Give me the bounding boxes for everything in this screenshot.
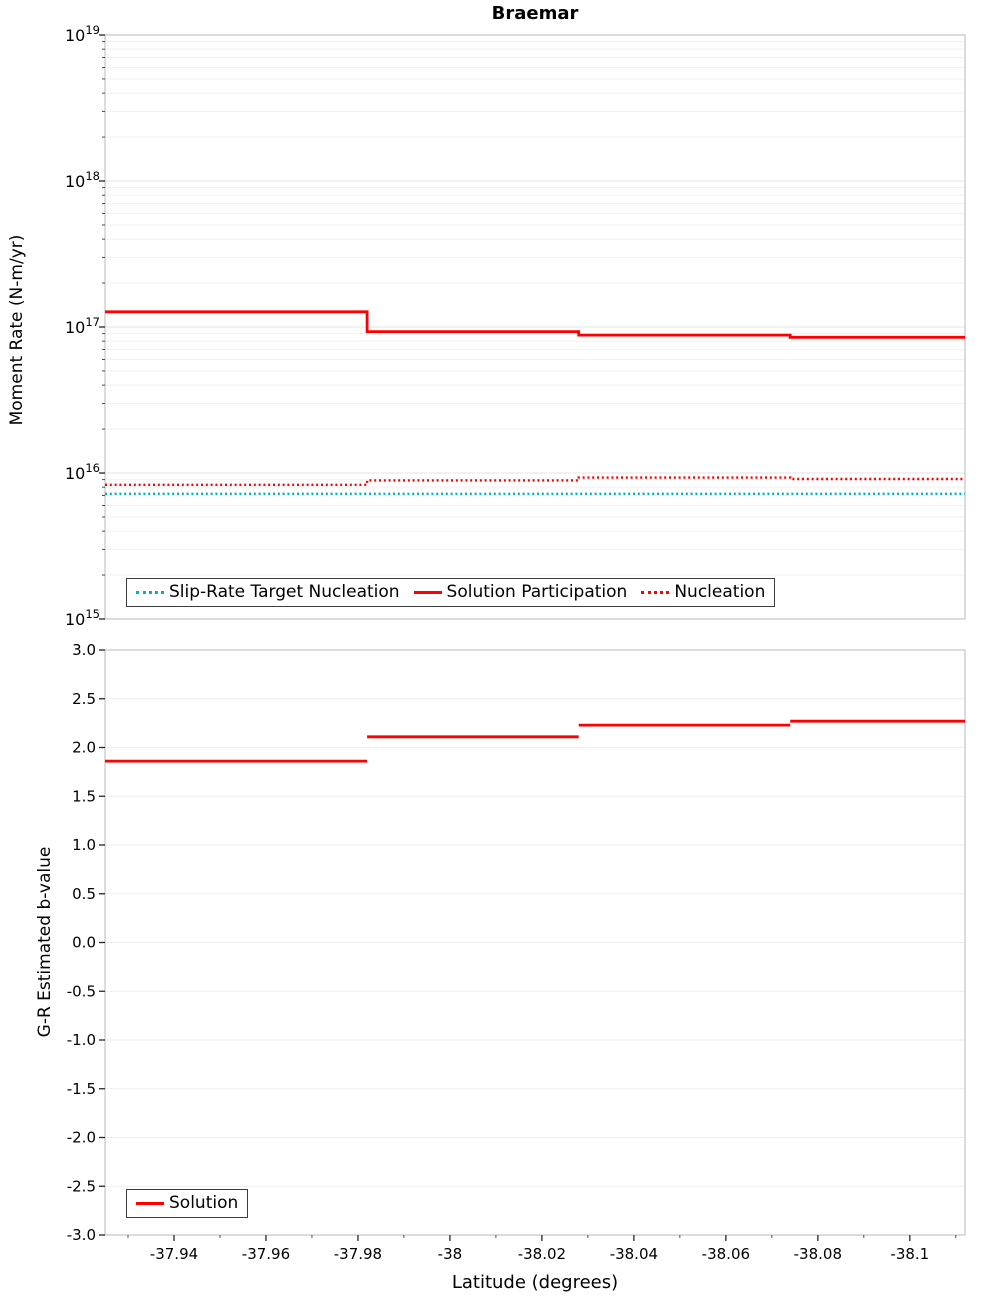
x-tick-label: -38: [438, 1245, 463, 1263]
legend-entry-nucleation: Nucleation: [641, 582, 765, 603]
series-solution-participation: [105, 310, 965, 339]
legend-bottom: Solution: [126, 1189, 249, 1218]
slip-rate-target-nucleation-line-sample-icon: [136, 591, 164, 594]
y-tick-label: -2.0: [67, 1129, 96, 1147]
x-axis-label-latitude: Latitude (degrees): [451, 1272, 619, 1293]
y-tick-label: 2.5: [72, 690, 96, 708]
legend-label: Nucleation: [674, 582, 766, 602]
y-tick-label: 1019: [65, 23, 100, 45]
y-tick-label: 2.0: [72, 739, 96, 757]
plot-area-0: 1015 1016 1017 1018 1019: [65, 23, 966, 629]
solution-line-sample-icon: [136, 1202, 164, 1205]
y-tick-label: 1016: [65, 461, 100, 483]
series-solution: [105, 719, 965, 763]
x-tick-label: -38.06: [702, 1245, 750, 1263]
y-tick-label: 1015: [65, 607, 100, 629]
y-tick-label: -3.0: [67, 1226, 96, 1244]
solution-participation-line-sample-icon: [413, 591, 442, 594]
x-tick-label: -37.98: [334, 1245, 382, 1263]
x-tick-label: -38.02: [518, 1245, 566, 1263]
plot-area-1: 3.0 2.5 2.0 1.5 1.0 0.5 0.0 -0.5 -1.0 -1.5 -2.0 -2.…: [67, 641, 966, 1263]
y-tick-label: -0.5: [67, 982, 96, 1000]
x-tick-label: -38.04: [610, 1245, 658, 1263]
y-tick-label: 1.5: [72, 787, 96, 805]
legend-entry-solution: Solution: [136, 1193, 238, 1214]
nucleation-line-sample-icon: [641, 591, 670, 594]
y-tick-label: -2.5: [67, 1177, 96, 1195]
legend-entry-solution-participation: Solution Participation: [413, 582, 628, 603]
legend-entry-slip-rate-target-nucleation: Slip-Rate Target Nucleation: [136, 582, 400, 603]
y-tick-label: 1.0: [72, 836, 96, 854]
legend-label: Solution Participation: [446, 582, 628, 602]
y-tick-label: 0.5: [72, 885, 96, 903]
y-axis-label-moment-rate: Moment Rate (N-m/yr): [7, 234, 27, 426]
legend-top: Slip-Rate Target Nucleation Solution Part…: [126, 578, 776, 607]
y-tick-label: 3.0: [72, 641, 96, 659]
y-tick-label: -1.5: [67, 1080, 96, 1098]
legend-label: Slip-Rate Target Nucleation: [169, 582, 400, 602]
legend-label: Solution: [169, 1193, 239, 1213]
chart-title: Braemar: [491, 3, 579, 24]
x-tick-label: -37.96: [242, 1245, 290, 1263]
y-tick-label: -1.0: [67, 1031, 96, 1049]
y-tick-label: 0.0: [72, 934, 96, 952]
y-axis-label-b-value: G-R Estimated b-value: [35, 846, 55, 1038]
x-tick-label: -38.08: [794, 1245, 842, 1263]
series-nucleation: [105, 476, 965, 486]
y-tick-label: 1018: [65, 169, 100, 191]
y-tick-label: 1017: [65, 315, 100, 337]
x-tick-label: -37.94: [150, 1245, 198, 1263]
x-tick-label: -38.1: [890, 1245, 929, 1263]
